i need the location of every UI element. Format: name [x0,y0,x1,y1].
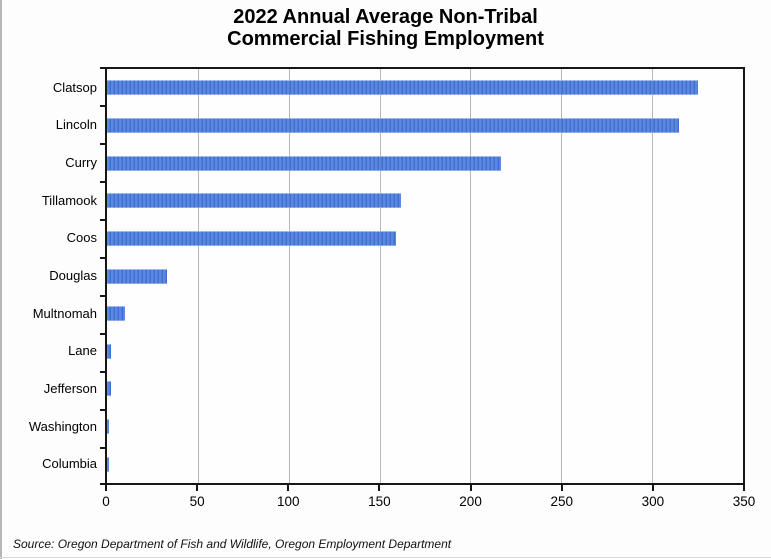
y-axis-label-coos: Coos [66,230,97,246]
gridline-150 [379,69,381,483]
y-axis-tick [100,105,106,107]
y-axis-label-curry: Curry [65,155,97,171]
y-axis-tick [100,219,106,221]
x-axis-tick-150 [378,485,381,491]
y-axis-label-multnomah: Multnomah [32,305,97,321]
gridline-overlay-250 [561,69,563,483]
source-note: Source: Oregon Department of Fish and Wi… [13,537,452,551]
y-axis-tick [100,295,106,297]
chart-title-line1: 2022 Annual Average Non-Tribal [233,6,538,28]
gridline-overlay-300 [652,69,654,483]
y-axis-label-lincoln: Lincoln [55,117,97,133]
y-axis-label-jefferson: Jefferson [43,380,97,396]
x-axis-tick-250 [560,485,563,491]
bar-jefferson [107,381,111,397]
y-axis-tick [100,143,106,145]
y-axis-label-columbia: Columbia [42,456,97,472]
x-axis-tick-300 [651,485,654,491]
bar-lincoln [107,117,680,133]
y-axis-tick [100,483,106,485]
x-axis-tick-200 [469,485,472,491]
bar-lane [107,343,111,359]
y-axis-tick [100,257,106,259]
bar-washington [107,419,109,435]
gridline-100 [288,69,290,483]
y-axis-label-washington: Washington [28,418,97,434]
gridline-overlay-50 [197,69,199,483]
y-axis-tick [100,333,106,335]
bar-douglas [107,268,167,284]
gridline-overlay-200 [470,69,472,483]
gridline-250 [561,69,563,483]
y-axis-tick [100,447,106,449]
screen-left-edge [0,0,2,559]
y-axis-tick [100,67,106,69]
x-axis-tick-label-100: 100 [277,494,300,509]
x-axis-tick-label-300: 300 [641,494,665,509]
bar-multnomah [107,306,126,322]
x-axis-tick-label-350: 350 [732,494,756,509]
y-axis-tick [100,409,106,411]
y-axis-label-lane: Lane [68,343,97,359]
gridline-overlay-100 [288,69,290,483]
x-axis-tick-50 [196,485,199,491]
gridline-50 [197,69,199,483]
y-axis-tick [100,181,106,183]
gridline-overlay-150 [379,69,381,483]
x-axis-tick-label-0: 0 [102,494,110,509]
x-axis-tick-label-150: 150 [368,494,391,509]
bar-clatsop [107,80,698,96]
bar-curry [107,155,502,171]
x-axis-tick-label-200: 200 [459,494,482,509]
chart-title: 2022 Annual Average Non-Tribal Commercia… [0,6,771,50]
x-axis-tick-0 [105,485,107,491]
x-axis-tick-label-250: 250 [550,494,573,509]
x-axis-tick-350 [743,485,745,491]
bar-tillamook [107,193,402,209]
x-axis-tick-100 [287,485,290,491]
y-axis-label-clatsop: Clatsop [52,79,97,95]
bar-coos [107,230,396,246]
screen-bottom-edge [0,557,771,558]
y-axis-tick [100,371,106,373]
y-axis-label-douglas: Douglas [49,268,97,283]
gridline-300 [652,69,654,483]
y-axis-label-tillamook: Tillamook [41,192,97,208]
gridline-200 [470,69,472,483]
plot-area [105,67,745,485]
chart-title-line2: Commercial Fishing Employment [227,28,544,50]
x-axis-tick-label-50: 50 [189,494,205,509]
bar-columbia [107,456,109,472]
